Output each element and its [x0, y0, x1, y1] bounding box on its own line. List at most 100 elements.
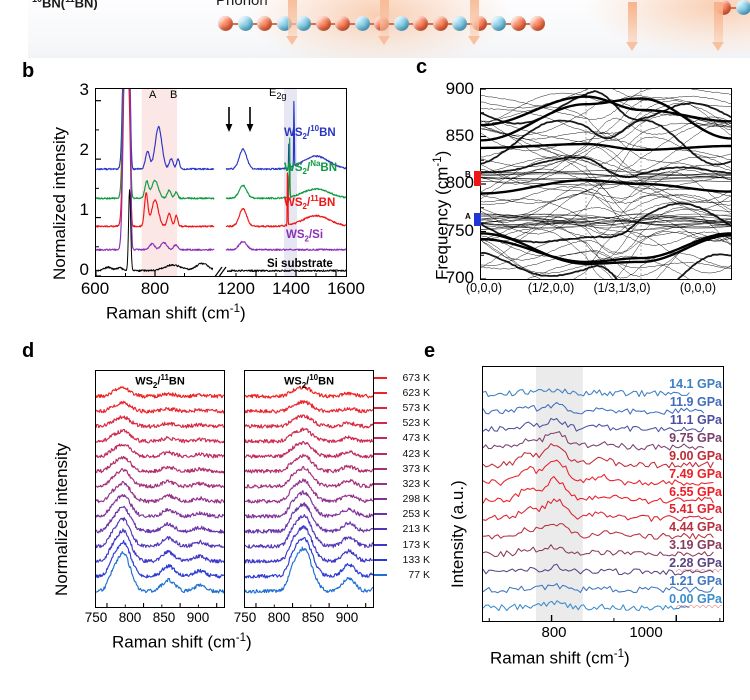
- legend-label: 323 K: [402, 477, 430, 490]
- panel-b-xtick-800: 800: [140, 279, 170, 298]
- phonon-arrow: [712, 2, 725, 51]
- panel-b: b Normalized intensity 3 2 1 0 A B E2g W…: [22, 60, 402, 327]
- legend-swatch: [374, 574, 387, 577]
- panel-d-legend-item[interactable]: 673 K: [374, 370, 434, 385]
- d-svg2-curve-573K: [245, 414, 373, 429]
- panel-d-legend-item[interactable]: 173 K: [374, 537, 434, 552]
- panel-c-marker-B-label: B: [465, 170, 471, 179]
- d-svg2-curve-473K: [245, 440, 373, 459]
- d-svg2-curve-523K: [245, 427, 373, 444]
- legend-label: 173 K: [402, 538, 430, 551]
- legend-label: 523 K: [402, 417, 430, 430]
- panel-b-trace-0: [96, 89, 215, 171]
- panel-c-branch-0: [481, 251, 731, 279]
- panel-d-legend-item[interactable]: 133 K: [374, 552, 434, 567]
- panel-c-branch-1: [527, 255, 690, 279]
- d-svg2-curve-623K: [245, 399, 373, 414]
- panel-e-pressure-label: 6.55 GPa: [669, 484, 722, 499]
- panel-e-pressure-label: 2.28 GPa: [669, 555, 722, 570]
- panel-d: d Normalized intensity WS2/11BN WS2/10BN…: [22, 340, 430, 700]
- panel-e-curve-444GPa: [483, 523, 714, 540]
- d-svg1-curve-133K: [96, 539, 224, 579]
- panel-b-trace-label-4: Si substrate: [267, 258, 333, 270]
- panel-d-subplot-10BN: WS2/10BN: [244, 370, 374, 608]
- panel-c-bold-branch-2: [481, 142, 731, 152]
- panel-c-branch-41: [481, 97, 731, 135]
- panel-d-letter: d: [22, 340, 35, 362]
- panel-d-legend-item[interactable]: 323 K: [374, 476, 434, 491]
- panel-e-curve-319GPa: [483, 544, 714, 558]
- panel-d-legend-item[interactable]: 523 K: [374, 416, 434, 431]
- d-svg1-curve-573K: [96, 415, 224, 429]
- panel-d-legend-item[interactable]: 423 K: [374, 446, 434, 461]
- legend-label: 298 K: [402, 493, 430, 506]
- legend-swatch: [374, 528, 387, 531]
- panel-b-xtick-600: 600: [80, 279, 110, 298]
- legend-label: 623 K: [402, 386, 430, 399]
- panel-b-ytick-3: 3: [79, 80, 89, 99]
- panel-c-branch-28: [481, 146, 731, 182]
- panel-d-legend-item[interactable]: 253 K: [374, 507, 434, 522]
- panel-e-xtick-800: 800: [541, 624, 567, 641]
- panel-e-pressure-label: 7.49 GPa: [669, 466, 722, 481]
- panel-b-ytick-1: 1: [79, 200, 89, 219]
- d-svg2-curve-253K: [245, 502, 373, 534]
- legend-swatch: [374, 376, 387, 379]
- panel-b-trace-1: [96, 89, 215, 200]
- legend-swatch: [374, 558, 387, 561]
- panel-e-pressure-label: 1.21 GPa: [669, 573, 722, 588]
- panel-d-legend-item[interactable]: 213 K: [374, 522, 434, 537]
- panel-d-legend-item[interactable]: 573 K: [374, 400, 434, 415]
- panel-c-branch-9: [481, 207, 731, 261]
- panel-d-legend-item[interactable]: 298 K: [374, 492, 434, 507]
- panel-e-pressure-label: 5.41 GPa: [669, 502, 722, 517]
- panel-b-letter: b: [22, 60, 35, 82]
- panel-b-trace-4: [225, 269, 346, 273]
- panel-b-trace-label-1: WS2/NaBN: [284, 159, 338, 177]
- panel-d-legend-item[interactable]: 373 K: [374, 461, 434, 476]
- panel-b-trace-1: [225, 137, 346, 200]
- panel-e-curve-655GPa: [483, 475, 714, 505]
- legend-label: 77 K: [408, 569, 430, 582]
- nitrogen-atom: [315, 16, 331, 31]
- d-svg1-curve-373K: [96, 468, 224, 489]
- phonon-arrow: [468, 0, 481, 45]
- legend-label: 133 K: [402, 553, 430, 566]
- panel-e-curve-975GPa: [483, 431, 705, 451]
- panel-c-marker-A: A: [465, 212, 481, 226]
- panel-d-legend-item[interactable]: 77 K: [374, 567, 434, 582]
- panel-e-xtick-1000: 1000: [629, 624, 663, 641]
- panel-b-ytick-2: 2: [79, 140, 89, 159]
- panel-c-branch-35: [481, 119, 731, 166]
- panel-c-xtick-2: (1/3,1/3,0): [593, 281, 651, 295]
- panel-d-legend-item[interactable]: 623 K: [374, 385, 434, 400]
- panel-d-xtick-0-800: 800: [118, 610, 142, 625]
- legend-label: 213 K: [402, 523, 430, 536]
- d-svg2-curve-373K: [245, 465, 373, 489]
- d-svg1-curve-213K: [96, 517, 224, 549]
- panel-b-trace-2: [225, 172, 346, 228]
- panel-e-ylabel: Intensity (a.u.): [448, 480, 467, 588]
- panel-d-xtick-1-900: 900: [335, 610, 359, 625]
- d-svg2-curve-77K: [245, 546, 373, 594]
- panel-c-branch-31: [481, 139, 731, 168]
- panel-b-trace-label-0: WS2/10BN: [284, 124, 336, 142]
- legend-swatch: [374, 452, 387, 455]
- panel-c-branch-33: [481, 120, 731, 172]
- legend-swatch: [374, 513, 387, 516]
- panel-e-pressure-label: 0.00 GPa: [669, 591, 722, 606]
- nitrogen-atom: [218, 16, 233, 31]
- panel-c-branch-36: [481, 116, 731, 160]
- legend-label: 373 K: [402, 462, 430, 475]
- spellcheck-underline: [676, 568, 722, 572]
- legend-swatch: [374, 422, 387, 425]
- panel-e-curve-121GPa: [483, 583, 714, 594]
- nitrogen-atom: [432, 16, 448, 31]
- nitrogen-atom: [510, 16, 526, 31]
- panel-d-xtick-0-750: 750: [84, 610, 108, 625]
- d-svg1-curve-623K: [96, 400, 224, 414]
- panel-e-xlabel: Raman shift (cm-1): [490, 648, 630, 668]
- panel-d-legend-item[interactable]: 473 K: [374, 431, 434, 446]
- d-svg1-curve-523K: [96, 428, 224, 444]
- panel-c-branch-18: [481, 179, 731, 235]
